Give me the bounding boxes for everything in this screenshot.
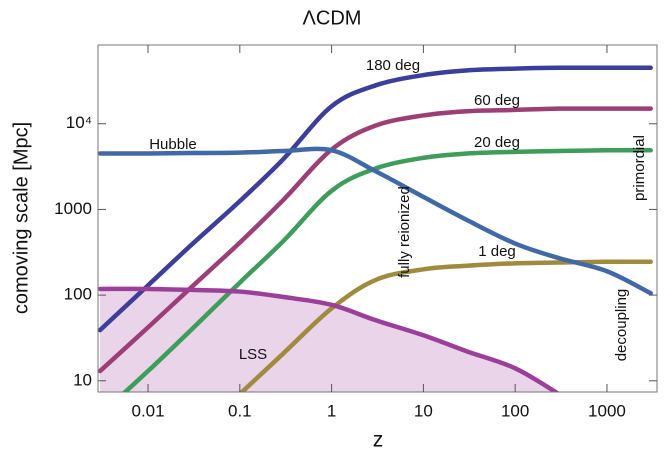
x-tick-label: 100 [501,401,529,420]
series-label: 1 deg [478,243,516,260]
plot-frame [97,44,658,393]
x-tick-label: 10 [414,401,433,420]
series-label: 180 deg [366,57,420,74]
x-tick-label: 0.1 [228,401,252,420]
y-axis-label: comoving scale [Mpc] [10,122,32,314]
x-tick-label: 0.01 [131,401,164,420]
series-label: LSS [239,346,267,363]
series-line [98,106,653,374]
y-tick-label: 10⁴ [66,113,92,132]
series-line [98,65,653,333]
y-tick-label: 10 [73,370,92,389]
y-tick-label: 1000 [54,199,92,218]
chart-title: ΛCDM [303,7,362,29]
series-label: 60 deg [474,92,520,109]
annotation: decoupling [613,289,630,362]
series-area [100,288,556,392]
annotation: fully reionized [396,186,413,278]
series-line [98,286,560,392]
series-label: Hubble [149,136,197,153]
series-line [98,146,653,296]
series-label: 20 deg [474,134,520,151]
annotation: primordial [631,135,648,201]
y-tick-label: 100 [64,285,92,304]
x-tick-label: 1 [327,401,336,420]
x-axis-label: z [373,429,384,452]
plot-area [98,65,653,392]
x-tick-label: 1000 [588,401,626,420]
